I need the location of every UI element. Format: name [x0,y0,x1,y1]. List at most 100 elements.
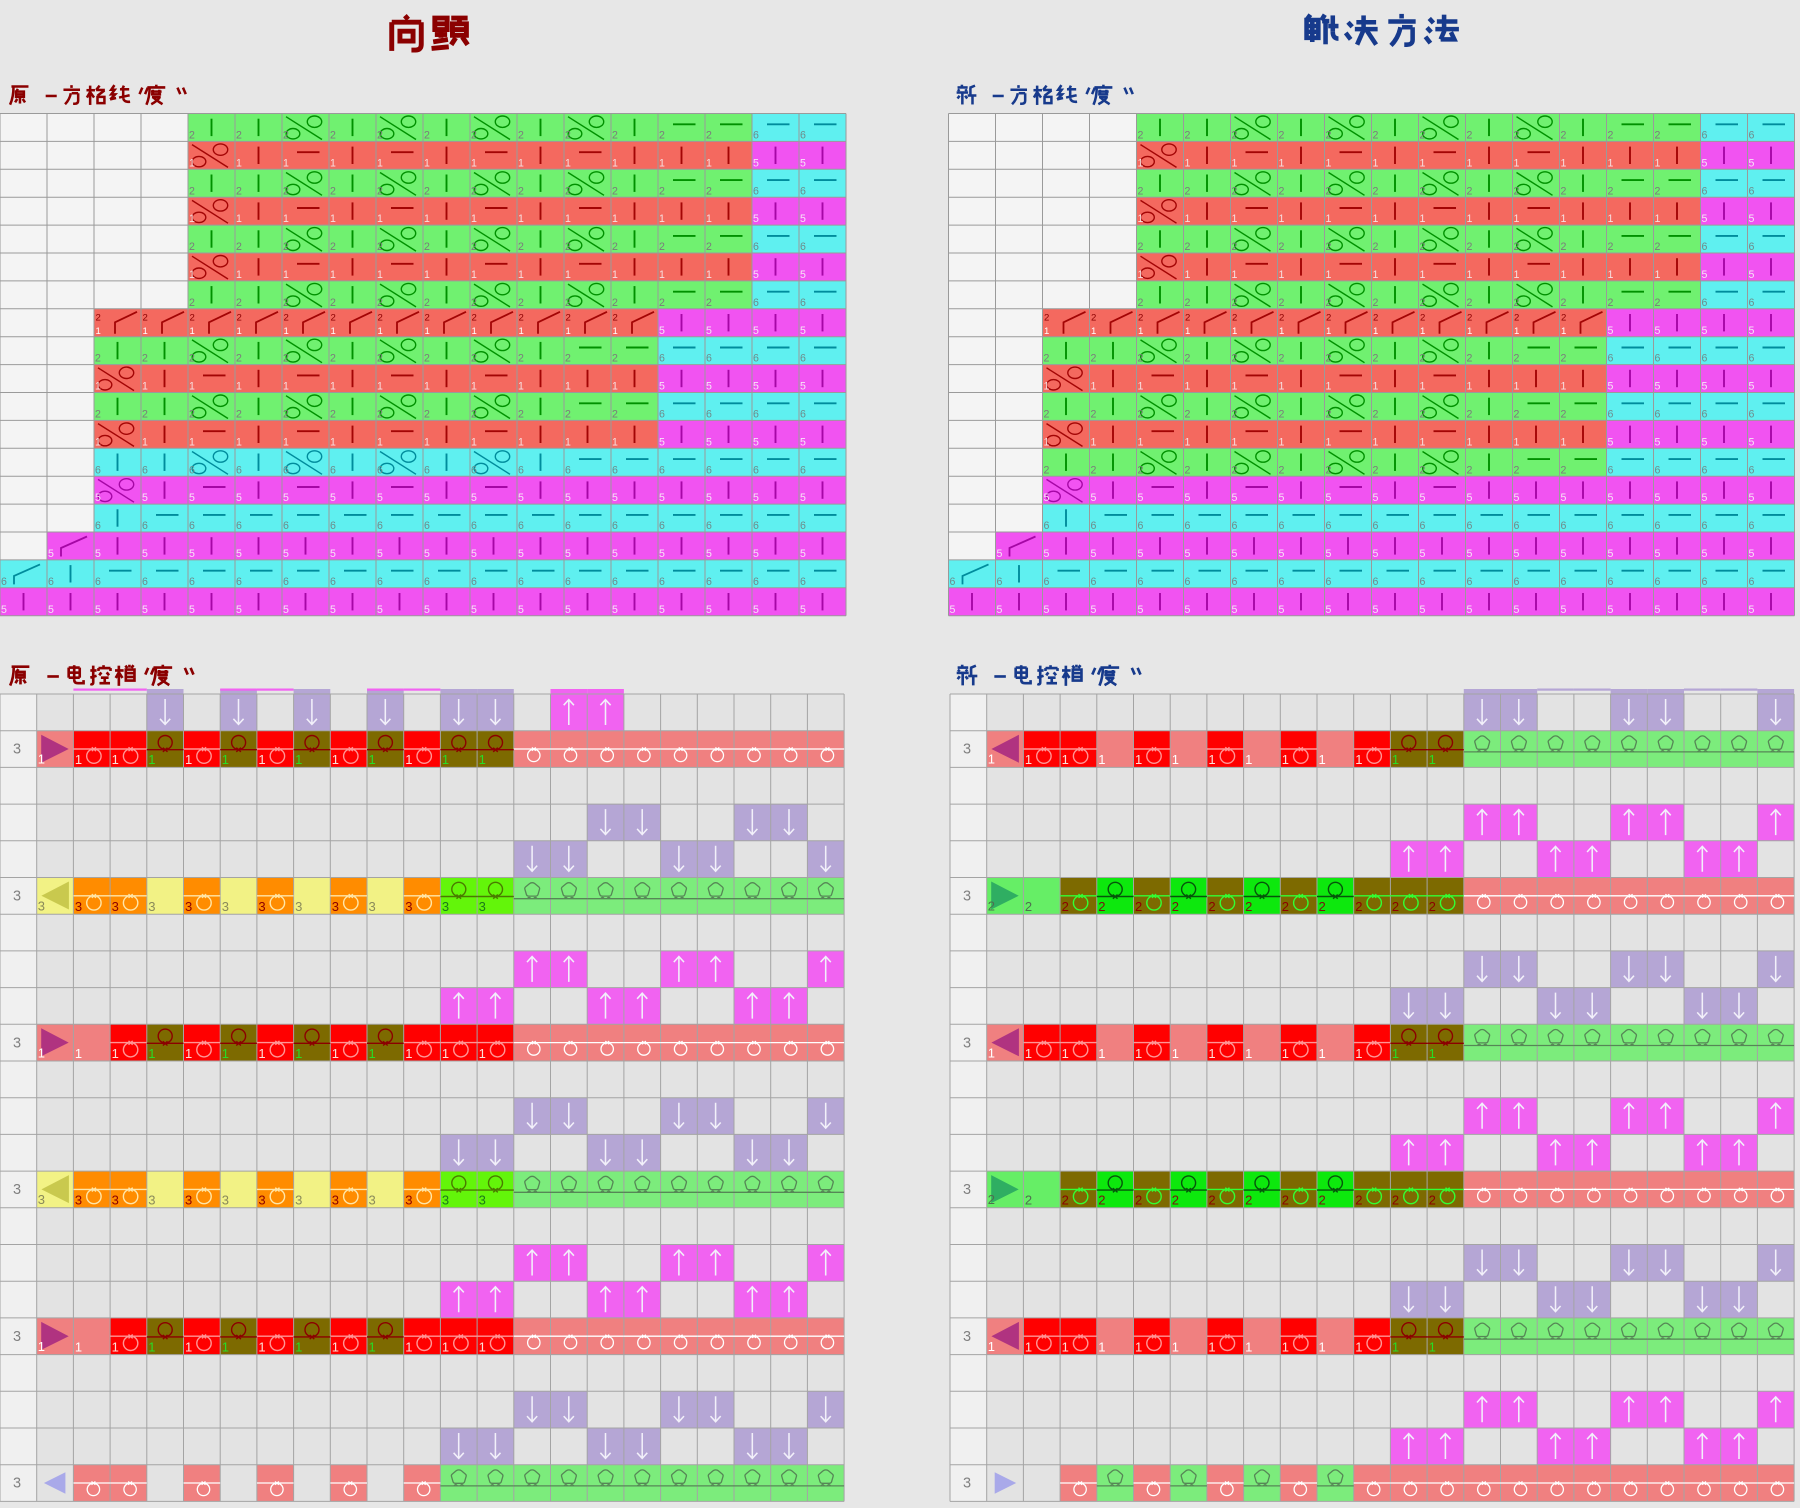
svg-text:2: 2 [1279,130,1285,142]
svg-text:6: 6 [48,576,54,588]
svg-text:1: 1 [1429,1046,1436,1061]
svg-text:1: 1 [1245,1046,1252,1061]
svg-text:2: 2 [1232,409,1238,421]
svg-text:1: 1 [332,1046,339,1061]
svg-text:2: 2 [378,312,383,323]
svg-text:1: 1 [1232,269,1238,281]
svg-text:1: 1 [284,326,289,337]
svg-text:2: 2 [1319,899,1326,914]
svg-text:2: 2 [1355,1193,1362,1208]
svg-text:6: 6 [800,241,806,253]
svg-text:2: 2 [1420,185,1426,197]
svg-text:1: 1 [75,752,82,767]
svg-text:6: 6 [1467,520,1473,532]
svg-text:6: 6 [1467,576,1473,588]
svg-text:1: 1 [518,157,524,169]
svg-text:5: 5 [800,436,806,448]
svg-text:5: 5 [1749,492,1755,504]
svg-text:2: 2 [1373,409,1379,421]
svg-text:3: 3 [185,899,192,914]
svg-text:2: 2 [236,130,242,142]
svg-text:5: 5 [1655,436,1661,448]
svg-text:6: 6 [1044,520,1050,532]
svg-text:1: 1 [1208,1046,1215,1061]
svg-text:2: 2 [1561,130,1567,142]
svg-text:5: 5 [189,548,195,560]
svg-text:2: 2 [472,312,477,323]
svg-text:6: 6 [330,576,336,588]
svg-text:3: 3 [222,1193,229,1208]
svg-text:6: 6 [706,353,712,365]
svg-text:5: 5 [1091,604,1097,616]
svg-text:6: 6 [565,520,571,532]
svg-text:1: 1 [1044,326,1049,337]
svg-text:2: 2 [377,409,383,421]
svg-text:1: 1 [1025,1339,1032,1354]
svg-text:2: 2 [1561,464,1567,476]
svg-text:2: 2 [1467,185,1473,197]
svg-text:5: 5 [1185,548,1191,560]
svg-text:5: 5 [753,604,759,616]
svg-text:2: 2 [566,312,571,323]
svg-text:2: 2 [1326,353,1332,365]
svg-text:5: 5 [1749,381,1755,393]
svg-text:5: 5 [236,548,242,560]
svg-text:1: 1 [112,752,119,767]
svg-text:5: 5 [753,381,759,393]
svg-text:2: 2 [1467,464,1473,476]
svg-text:1: 1 [1232,213,1238,225]
svg-text:2: 2 [612,297,618,309]
svg-text:1: 1 [112,1339,119,1354]
svg-text:1: 1 [1655,157,1661,169]
svg-text:2: 2 [283,409,289,421]
svg-text:1: 1 [295,1339,302,1354]
svg-text:5: 5 [1561,492,1567,504]
svg-text:1: 1 [1232,436,1238,448]
svg-text:2: 2 [1420,409,1426,421]
svg-text:5: 5 [1373,604,1379,616]
svg-text:6: 6 [565,464,571,476]
svg-text:1: 1 [1279,269,1285,281]
svg-text:5: 5 [1702,548,1708,560]
svg-text:5: 5 [1702,325,1708,337]
svg-text:1: 1 [1044,436,1050,448]
svg-text:1: 1 [1208,752,1215,767]
svg-text:5: 5 [1044,548,1050,560]
svg-text:2: 2 [1373,241,1379,253]
svg-text:6: 6 [377,520,383,532]
svg-text:1: 1 [38,752,45,767]
svg-text:1: 1 [405,1046,412,1061]
svg-text:1: 1 [185,1339,192,1354]
svg-text:5: 5 [283,548,289,560]
svg-text:5: 5 [1514,492,1520,504]
svg-text:2: 2 [518,353,524,365]
svg-text:1: 1 [479,1046,486,1061]
svg-text:6: 6 [659,409,665,421]
svg-text:2: 2 [283,185,289,197]
svg-text:1: 1 [1138,381,1144,393]
svg-text:2: 2 [1232,241,1238,253]
svg-text:2: 2 [988,1192,995,1207]
svg-text:3: 3 [112,1193,119,1208]
svg-text:6: 6 [424,464,430,476]
svg-text:2: 2 [1561,297,1567,309]
svg-text:2: 2 [1326,130,1332,142]
svg-text:3: 3 [13,889,21,905]
svg-text:6: 6 [189,464,195,476]
svg-text:1: 1 [1373,436,1379,448]
svg-text:5: 5 [330,604,336,616]
svg-text:1: 1 [185,752,192,767]
svg-text:2: 2 [377,297,383,309]
svg-text:6: 6 [1702,185,1708,197]
svg-text:1: 1 [472,326,477,337]
svg-text:5: 5 [1749,436,1755,448]
svg-text:2: 2 [236,353,242,365]
svg-text:1: 1 [1429,1339,1436,1354]
svg-text:5: 5 [1702,381,1708,393]
svg-text:2: 2 [1655,241,1661,253]
svg-text:2: 2 [471,297,477,309]
svg-text:2: 2 [190,312,195,323]
svg-text:1: 1 [1135,1046,1142,1061]
svg-text:6: 6 [1420,520,1426,532]
svg-text:2: 2 [1319,1193,1326,1208]
